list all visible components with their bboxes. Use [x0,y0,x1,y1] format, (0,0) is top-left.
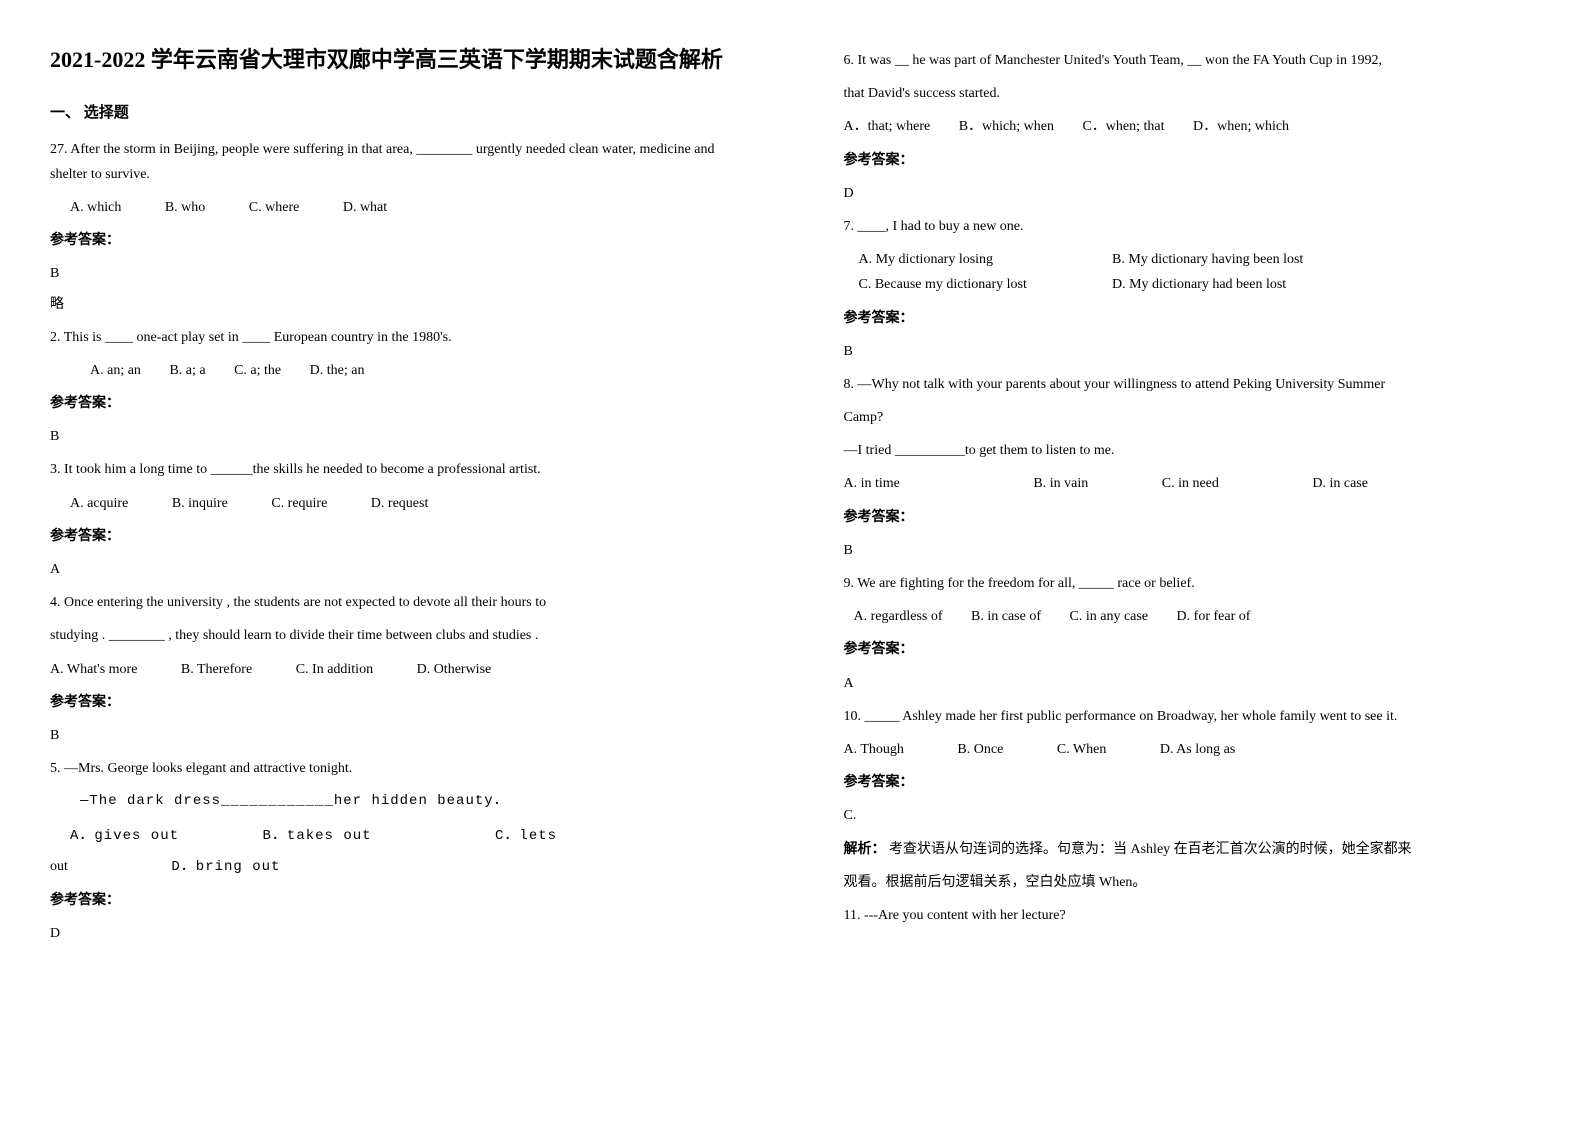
question-4-line2: studying . ________ , they should learn … [50,623,744,648]
opt-c: C. in any case [1070,604,1149,629]
answer-label: 参考答案： [50,690,744,715]
opt-a: A. regardless of [854,604,943,629]
question-9-options: A. regardless of B. in case of C. in any… [854,604,1538,629]
opt-a: A. which [70,195,121,220]
answer-10: C. [844,803,1538,828]
opt-c: C. In addition [296,657,373,682]
question-7-options: A. My dictionary losing B. My dictionary… [844,247,1538,297]
opt-c: C. Because my dictionary lost [859,272,1109,297]
opt-a: A. acquire [70,491,128,516]
opt-a: A. an; an [90,358,141,383]
answer-27: B [50,261,744,286]
answer-label: 参考答案： [844,505,1538,530]
question-11: 11. ---Are you content with her lecture? [844,903,1538,928]
answer-8: B [844,538,1538,563]
opt-d: D. the; an [310,358,365,383]
question-27-options: A. which B. who C. where D. what [50,195,744,220]
answer-label: 参考答案： [50,888,744,913]
opt-b: B. who [165,195,205,220]
question-3-options: A. acquire B. inquire C. require D. requ… [50,491,744,516]
answer-label: 参考答案： [50,228,744,253]
question-7: 7. ____, I had to buy a new one. [844,214,1538,239]
opt-b: B. inquire [172,491,228,516]
question-2: 2. This is ____ one-act play set in ____… [50,325,744,350]
opt-d: D．when; which [1193,114,1289,139]
question-3: 3. It took him a long time to ______the … [50,457,744,482]
opt-d: D. My dictionary had been lost [1112,277,1286,292]
omit-27: 略 [50,292,744,317]
answer-5: D [50,921,744,946]
answer-label: 参考答案： [50,391,744,416]
opt-b: B．which; when [959,114,1054,139]
opt-b: B. Once [957,737,1003,762]
opt-d: D. request [371,491,429,516]
question-5-options: A．gives out B．takes out C．lets [70,823,744,849]
opt-c2: out [50,854,68,879]
answer-label: 参考答案： [50,524,744,549]
opt-a: A. What's more [50,657,137,682]
opt-b: B. Therefore [181,657,252,682]
question-4-options: A. What's more B. Therefore C. In additi… [50,657,744,682]
opt-b: B. in vain [1033,471,1088,496]
opt-d: D. in case [1312,471,1368,496]
answer-6: D [844,181,1538,206]
answer-3: A [50,557,744,582]
opt-c: C. require [271,491,327,516]
question-8-line2: Camp? [844,405,1538,430]
question-9: 9. We are fighting for the freedom for a… [844,571,1538,596]
question-6-line2: that David's success started. [844,81,1538,106]
left-column: 2021-2022 学年云南省大理市双廊中学高三英语下学期期末试题含解析 一、 … [0,0,794,1122]
question-10: 10. _____ Ashley made her first public p… [844,704,1538,729]
answer-7: B [844,339,1538,364]
opt-a: A. in time [844,471,900,496]
answer-label: 参考答案： [844,148,1538,173]
question-6-line1: 6. It was __ he was part of Manchester U… [844,48,1538,73]
opt-d: D. As long as [1160,737,1235,762]
question-2-options: A. an; an B. a; a C. a; the D. the; an [50,358,744,383]
opt-c: C．lets [495,824,557,849]
opt-c: C. When [1057,737,1107,762]
opt-a: A. My dictionary losing [859,247,1109,272]
question-5-options2: out D．bring out [50,854,744,880]
question-6-options: A．that; where B．which; when C．when; that… [844,114,1538,139]
section-heading: 一、 选择题 [50,100,744,127]
opt-b: B．takes out [263,824,372,849]
opt-b: B. My dictionary having been lost [1112,252,1303,267]
opt-b: B. in case of [971,604,1041,629]
answer-2: B [50,424,744,449]
question-8-line1: 8. —Why not talk with your parents about… [844,372,1538,397]
opt-c: C. in need [1162,471,1219,496]
analysis-label: 解析： [844,842,886,857]
opt-a: A．that; where [844,114,931,139]
analysis-10: 解析： 考查状语从句连词的选择。句意为：当 Ashley 在百老汇首次公演的时候… [844,837,1538,862]
question-4-line1: 4. Once entering the university , the st… [50,590,744,615]
opt-d: D．bring out [171,855,280,880]
opt-d: D. what [343,195,387,220]
question-27: 27. After the storm in Beijing, people w… [50,137,744,187]
opt-c: C. where [249,195,300,220]
page-title: 2021-2022 学年云南省大理市双廊中学高三英语下学期期末试题含解析 [50,40,744,80]
opt-b: B. a; a [169,358,205,383]
question-5: 5. —Mrs. George looks elegant and attrac… [50,756,744,781]
answer-9: A [844,671,1538,696]
answer-label: 参考答案： [844,770,1538,795]
question-10-options: A. Though B. Once C. When D. As long as [844,737,1538,762]
analysis-text-1: 考查状语从句连词的选择。句意为：当 Ashley 在百老汇首次公演的时候，她全家… [886,842,1412,857]
right-column: 6. It was __ he was part of Manchester U… [794,0,1587,1122]
question-8-reply: —I tried __________to get them to listen… [844,438,1538,463]
question-8-options: A. in time B. in vain C. in need D. in c… [844,471,1538,496]
opt-a: A．gives out [70,824,179,849]
opt-a: A. Though [844,737,904,762]
opt-c: C．when; that [1082,114,1164,139]
answer-label: 参考答案： [844,306,1538,331]
opt-d: D. Otherwise [417,657,492,682]
analysis-10-line2: 观看。根据前后句逻辑关系，空白处应填 When。 [844,870,1538,895]
opt-d: D. for fear of [1177,604,1251,629]
question-5-reply: —The dark dress____________her hidden be… [80,789,744,814]
answer-label: 参考答案： [844,637,1538,662]
opt-c: C. a; the [234,358,281,383]
answer-4: B [50,723,744,748]
